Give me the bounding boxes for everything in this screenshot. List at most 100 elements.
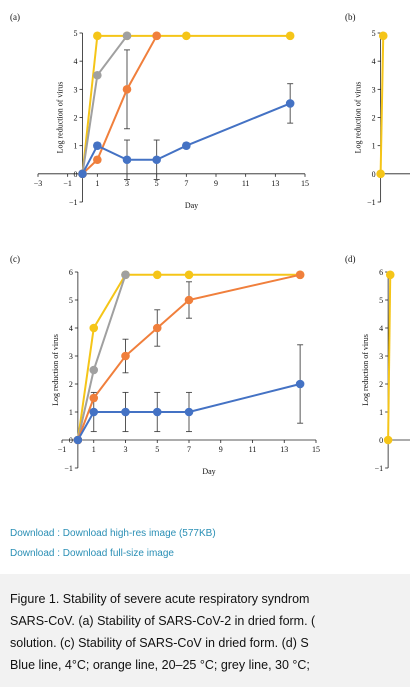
x-tick-label: 5 (155, 445, 159, 454)
data-point-3 (182, 141, 191, 150)
data-point-3 (152, 407, 162, 417)
y-tick-label: 6 (69, 268, 73, 277)
y-tick-label: 2 (69, 380, 73, 389)
data-point-0 (285, 31, 295, 41)
y-tick-label: 4 (74, 57, 78, 66)
series-line-0 (81, 34, 291, 174)
series-line-0 (76, 273, 301, 441)
data-point-2 (122, 85, 132, 94)
y-tick-label: −1 (69, 198, 78, 207)
data-point-1 (121, 270, 130, 280)
y-tick-label: 1 (74, 142, 78, 151)
chart-panel-1: (b) −1 0 1 2 3 4 5 Log reduction of virus (345, 12, 410, 207)
x-tick-label: 7 (187, 445, 191, 454)
caption-line-3: solution. (c) Stability of SARS-CoV in d… (10, 636, 309, 650)
x-tick-label: 15 (312, 445, 320, 454)
x-tick-label: 13 (271, 179, 279, 188)
y-tick-label: 4 (69, 324, 73, 333)
y-tick-label: 5 (74, 29, 78, 38)
series-line-0 (379, 35, 385, 174)
data-point-3 (295, 379, 305, 389)
x-tick-label: −1 (58, 445, 67, 454)
x-tick-label: 9 (214, 179, 218, 188)
data-point-2 (93, 155, 102, 165)
y-axis-label: Log reduction of virus (56, 82, 65, 154)
download-fullsize-link[interactable]: Download : Download full-size image (10, 548, 174, 559)
x-tick-label: 1 (95, 179, 99, 188)
data-point-3 (152, 155, 161, 165)
y-tick-label: −1 (375, 464, 384, 473)
panel-label: (a) (10, 12, 20, 22)
figure-caption: Figure 1. Stability of severe acute resp… (10, 588, 410, 676)
x-tick-label: 3 (124, 445, 128, 454)
y-tick-label: 4 (372, 57, 376, 66)
data-point-2 (89, 393, 99, 403)
x-tick-label: 15 (301, 179, 309, 188)
y-tick-label: 6 (379, 268, 383, 277)
y-tick-label: 2 (74, 114, 78, 123)
data-point-0 (182, 31, 191, 41)
panel-label: (b) (345, 12, 356, 22)
x-tick-label: 1 (92, 445, 96, 454)
y-tick-label: −1 (64, 464, 73, 473)
caption-area: Figure 1. Stability of severe acute resp… (0, 574, 410, 687)
data-point-3 (285, 99, 295, 108)
y-tick-label: 3 (379, 352, 383, 361)
data-point-2 (152, 31, 161, 41)
x-axis-label: Day (185, 201, 198, 210)
x-tick-label: 7 (184, 179, 188, 188)
x-tick-label: 11 (249, 445, 257, 454)
y-tick-label: 2 (372, 114, 376, 123)
data-point-0 (184, 270, 194, 280)
data-point-0 (383, 435, 393, 445)
download-links: Download : Download high-res image (577K… (10, 524, 216, 564)
y-tick-label: −1 (367, 198, 376, 207)
data-point-3 (93, 141, 102, 150)
data-point-0 (378, 31, 388, 41)
panel-label: (c) (10, 254, 20, 264)
data-point-2 (184, 295, 194, 305)
y-tick-label: 5 (379, 296, 383, 305)
x-tick-label: 9 (219, 445, 223, 454)
x-tick-label: −3 (34, 179, 43, 188)
series-line-2 (76, 273, 301, 441)
y-axis-label: Log reduction of virus (51, 334, 60, 406)
data-point-0 (89, 323, 99, 333)
x-axis-label: Day (202, 467, 215, 476)
y-tick-label: 5 (372, 29, 376, 38)
data-point-3 (122, 155, 132, 165)
y-tick-label: 3 (74, 85, 78, 94)
download-highres-link[interactable]: Download : Download high-res image (577K… (10, 528, 216, 539)
data-point-1 (93, 70, 102, 80)
series-line-2 (81, 35, 158, 175)
data-point-0 (152, 270, 162, 280)
data-point-3 (184, 407, 194, 417)
y-tick-label: 1 (372, 142, 376, 151)
y-axis-label: Log reduction of virus (354, 82, 363, 154)
data-point-2 (152, 323, 162, 333)
y-tick-label: 0 (69, 436, 73, 445)
data-point-1 (89, 365, 99, 375)
y-tick-label: 0 (74, 170, 78, 179)
x-tick-label: 5 (155, 179, 159, 188)
x-tick-label: −1 (63, 179, 72, 188)
x-tick-label: 3 (125, 179, 129, 188)
data-point-0 (93, 31, 102, 41)
caption-line-1: Figure 1. Stability of severe acute resp… (10, 592, 310, 606)
y-tick-label: 3 (372, 85, 376, 94)
x-tick-label: 11 (242, 179, 250, 188)
y-tick-label: 4 (379, 324, 383, 333)
caption-line-4: Blue line, 4°C; orange line, 20–25 °C; g… (10, 658, 310, 672)
y-tick-label: 1 (69, 408, 73, 417)
x-tick-label: 13 (280, 445, 288, 454)
data-point-0 (385, 270, 395, 280)
series-line-0 (387, 274, 392, 441)
series-line-3 (77, 383, 301, 441)
y-tick-label: 0 (379, 436, 383, 445)
data-point-0 (376, 169, 385, 179)
caption-line-2: SARS-CoV. (a) Stability of SARS-CoV-2 in… (10, 614, 316, 628)
data-point-3 (78, 169, 87, 179)
